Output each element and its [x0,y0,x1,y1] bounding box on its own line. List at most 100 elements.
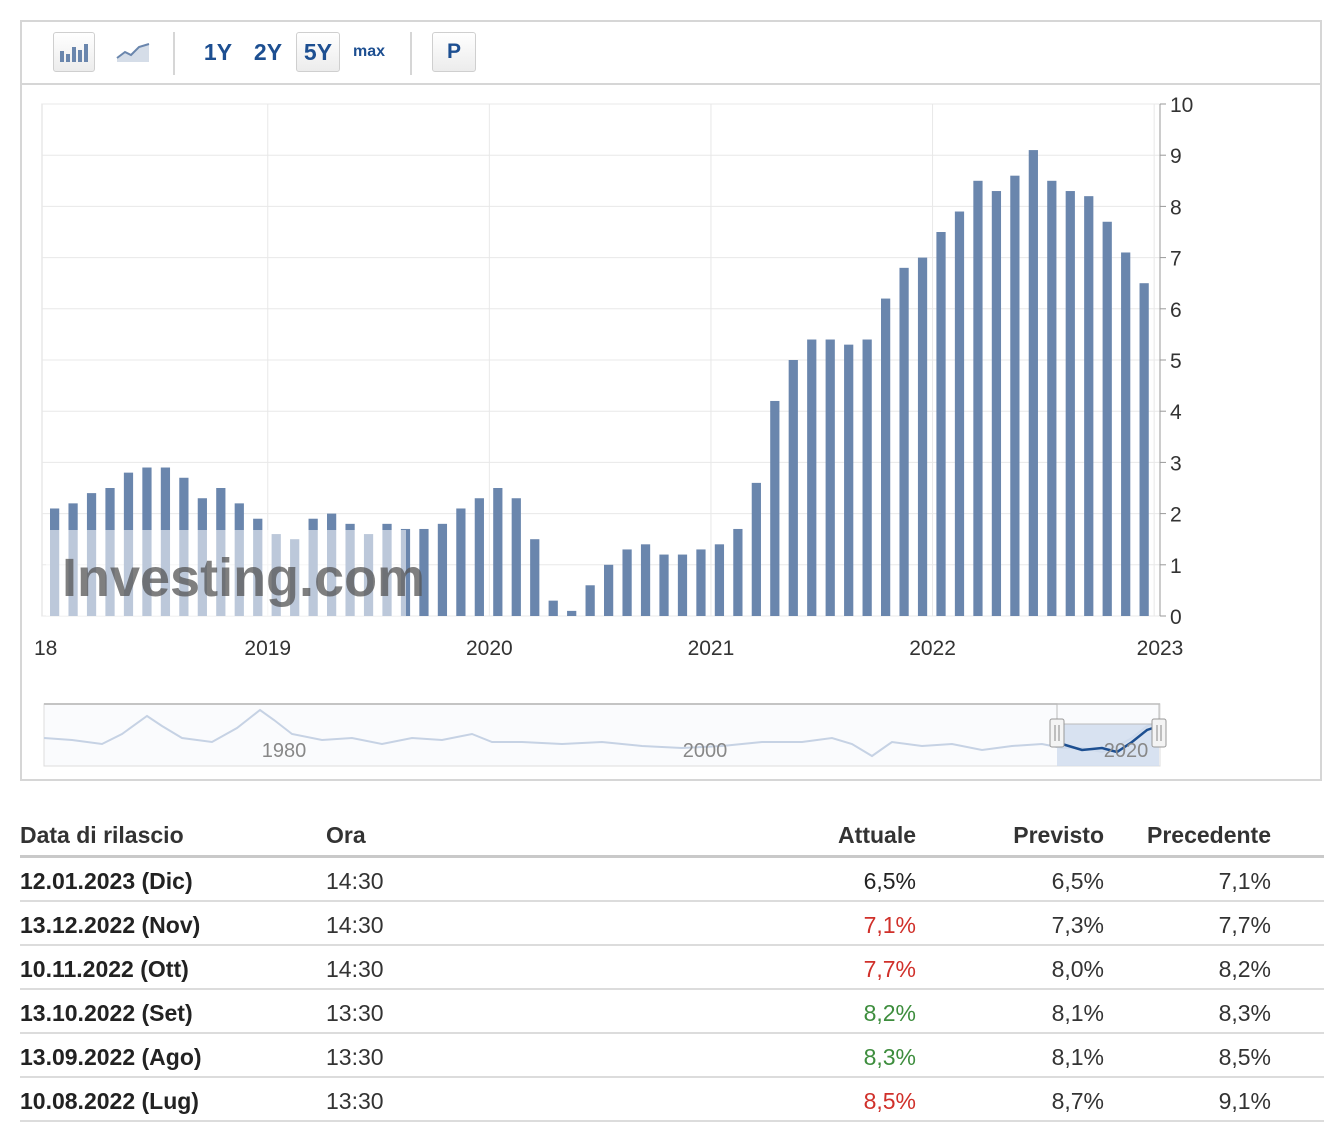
header-time[interactable]: Ora [326,822,366,848]
release-table: Data di rilascio Ora Attuale Previsto Pr… [20,808,1324,1122]
bar[interactable] [493,488,503,616]
bar-chart-icon [60,44,88,62]
bar[interactable] [1047,180,1057,617]
navigator-line [43,708,1161,758]
cell-date: 13.09.2022 (Ago) [20,1044,202,1070]
x-tick-label: 2023 [1137,637,1184,660]
bar[interactable] [991,191,1002,617]
bar[interactable] [844,344,854,616]
bar[interactable] [474,498,484,616]
line-chart-icon [116,43,150,62]
cell-previous: 7,1% [1218,868,1271,894]
cell-forecast: 8,1% [1051,1000,1104,1026]
navigator-selected-line [1061,724,1160,754]
y-tick-label: 8 [1170,196,1182,219]
bar[interactable] [1084,196,1094,616]
bar[interactable] [419,528,429,616]
x-tick-label: 2022 [909,637,956,660]
range-5y-button[interactable]: 5Y [296,32,340,72]
investing-watermark: Investing.com [46,530,425,616]
print-button[interactable]: P [432,32,476,72]
y-tick-label: 1 [1170,555,1182,578]
header-forecast[interactable]: Previsto [1013,822,1104,848]
bar[interactable] [954,211,965,616]
bar[interactable] [437,523,448,616]
main-bar-chart: 0 1 2 3 4 5 6 7 8 9 10 Investing.com 18 2019 2020 2021 2… [34,94,1193,660]
x-tick-label: 2020 [466,637,513,660]
cell-date: 13.10.2022 (Set) [20,1000,193,1026]
chart-panel: 1Y 2Y 5Y max P 0 1 2 3 4 5 6 7 8 9 10 Investing.com… [20,20,1322,781]
bar[interactable] [862,339,872,616]
bar[interactable] [677,554,688,616]
navigator-selection[interactable] [1057,724,1159,766]
header-actual[interactable]: Attuale [838,822,916,848]
navigator-label: 2020 [1104,740,1149,762]
bar[interactable] [1102,221,1112,616]
line-chart-button[interactable] [110,32,156,72]
cell-forecast: 8,1% [1051,1044,1104,1070]
navigator-left-handle[interactable] [1049,718,1065,748]
bar[interactable] [751,482,761,616]
table-row: 13.12.2022 (Nov) 14:30 7,1% 7,3% 7,7% [20,902,1324,946]
navigator-label: 2000 [683,740,728,762]
bar[interactable] [1139,283,1149,616]
cell-forecast: 8,0% [1051,956,1104,982]
y-tick-label: 9 [1170,145,1182,168]
cell-forecast: 7,3% [1051,912,1104,938]
bar-chart-button[interactable] [53,32,95,72]
bar[interactable] [733,528,743,616]
bar[interactable] [881,298,891,616]
bar[interactable] [696,549,706,616]
y-tick-label: 0 [1170,606,1182,629]
bar[interactable] [548,600,558,616]
bar[interactable] [585,585,595,616]
bar[interactable] [899,267,909,616]
navigator-area [43,703,1161,767]
range-max-button[interactable]: max [352,43,386,60]
header-previous[interactable]: Precedente [1146,822,1271,848]
bar[interactable] [567,610,577,616]
y-tick-label: 5 [1170,350,1182,373]
cell-date: 10.11.2022 (Ott) [20,956,189,982]
chart-toolbar: 1Y 2Y 5Y max P [22,22,1320,85]
bar[interactable] [973,180,983,617]
cell-actual: 8,2% [863,1000,916,1026]
cell-actual: 6,5% [863,868,916,894]
range-2y-button[interactable]: 2Y [253,38,283,65]
bar[interactable] [788,360,798,616]
x-tick-label: 18 [34,637,57,660]
bar[interactable] [1010,175,1020,616]
bar[interactable] [1028,150,1038,616]
cell-date: 10.08.2022 (Lug) [20,1088,199,1114]
range-1y-button[interactable]: 1Y [203,38,233,65]
header-date[interactable]: Data di rilascio [20,822,184,848]
bar[interactable] [807,339,817,616]
cell-forecast: 8,7% [1051,1088,1104,1114]
bar[interactable] [530,539,540,616]
cell-previous: 8,2% [1218,956,1271,982]
table-row: 13.10.2022 (Set) 13:30 8,2% 8,1% 8,3% [20,990,1324,1034]
bar[interactable] [825,339,835,616]
table-row: 10.08.2022 (Lug) 13:30 8,5% 8,7% 9,1% [20,1078,1324,1122]
bar[interactable] [1121,252,1131,617]
y-tick-label: 3 [1170,452,1182,475]
bar[interactable] [1065,191,1075,617]
bar[interactable] [917,257,928,616]
cell-time: 13:30 [326,1088,384,1114]
navigator-chart[interactable]: 1 9 8 0 2000 2020 [22,22,1322,782]
navigator-right-handle[interactable] [1151,718,1167,748]
toolbar-divider [410,32,412,75]
bar[interactable] [511,498,521,616]
x-tick-label: 2019 [244,637,291,660]
bar[interactable] [622,549,632,616]
bar[interactable] [714,544,725,616]
bar[interactable] [604,564,614,616]
y-tick-label: 2 [1170,504,1182,527]
bar[interactable] [640,544,651,616]
y-tick-label: 7 [1170,248,1182,271]
bar[interactable] [659,554,669,616]
bar[interactable] [456,508,466,616]
bar[interactable] [770,400,780,616]
bar[interactable] [936,232,946,616]
table-body: 12.01.2023 (Dic) 14:30 6,5% 6,5% 7,1% 13.12.2… [20,858,1324,1122]
